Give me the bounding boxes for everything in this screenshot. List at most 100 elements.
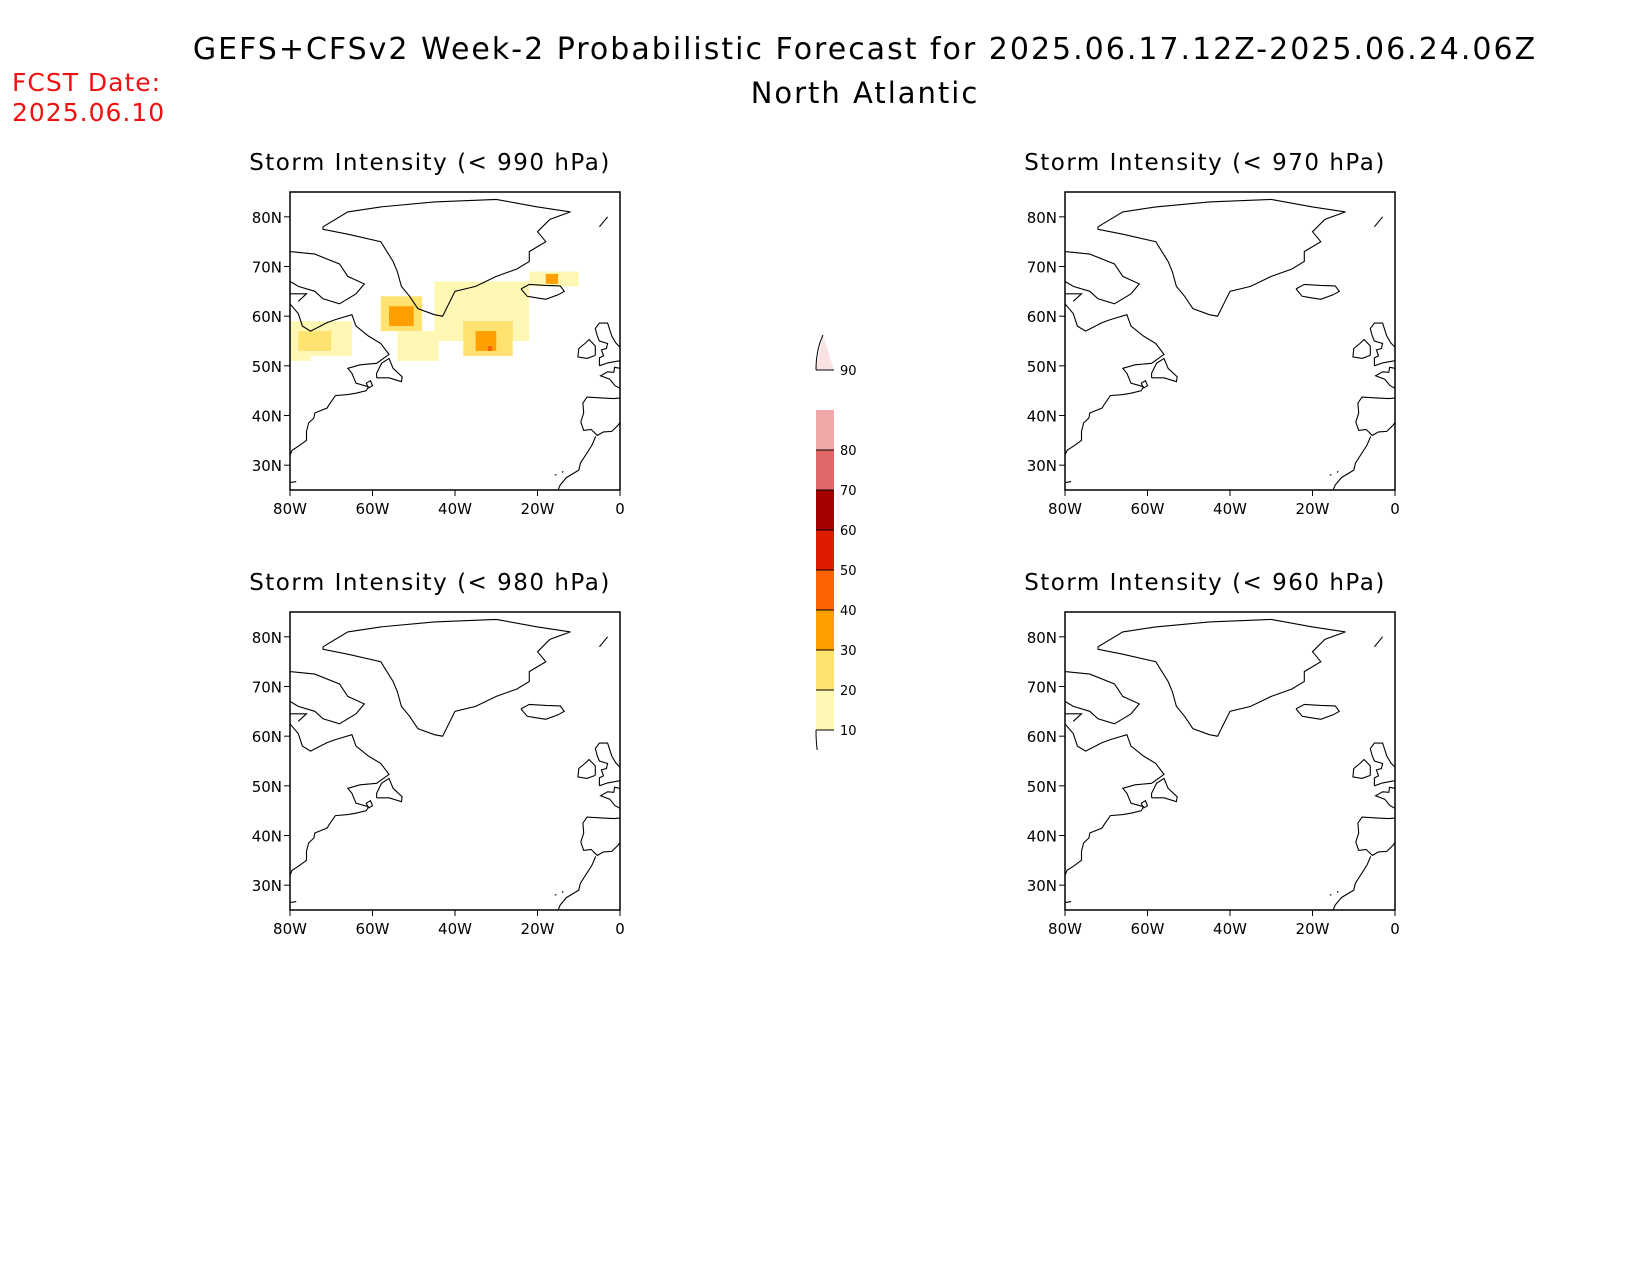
coastline bbox=[1369, 742, 1395, 787]
x-tick-label: 40W bbox=[438, 920, 472, 938]
x-tick-label: 0 bbox=[615, 920, 625, 938]
y-tick-label: 50N bbox=[1027, 778, 1057, 796]
coastline bbox=[365, 379, 374, 389]
coastline bbox=[577, 338, 596, 359]
coastline bbox=[1140, 799, 1149, 809]
coastline bbox=[1097, 198, 1346, 317]
coastline bbox=[1352, 758, 1371, 779]
map-panel-990: 80W 60W 40W 20W 0 80N 70N 60N 50N 40N 30N bbox=[252, 191, 625, 518]
coastline bbox=[1373, 636, 1384, 648]
colorbar-label: 70 bbox=[840, 484, 857, 499]
coastline bbox=[599, 786, 620, 809]
x-tick-label: 60W bbox=[356, 500, 390, 518]
coastline bbox=[580, 396, 620, 437]
x-tick-label: 20W bbox=[1296, 920, 1330, 938]
y-tick-label: 40N bbox=[252, 828, 282, 846]
coastline bbox=[520, 703, 566, 720]
map-content bbox=[290, 198, 620, 490]
coastline bbox=[561, 470, 564, 473]
fcst-date: 2025.06.10 bbox=[12, 98, 166, 127]
colorbar-swatch bbox=[816, 490, 834, 530]
x-tick-label: 80W bbox=[273, 920, 307, 938]
map-p970: 80W 60W 40W 20W 0 80N 70N 60N 50N 40N 30N bbox=[1027, 191, 1400, 518]
colorbar-high-edge bbox=[815, 335, 824, 371]
coastline bbox=[376, 777, 403, 803]
coastline bbox=[594, 742, 620, 787]
coastline bbox=[1336, 890, 1339, 893]
map-frame bbox=[289, 611, 621, 911]
map-frame bbox=[1064, 611, 1396, 911]
panel-title-960: Storm Intensity (< 960 hPa) bbox=[1024, 570, 1386, 596]
probability-cell bbox=[397, 331, 439, 361]
y-tick-label: 50N bbox=[252, 778, 282, 796]
x-tick-label: 80W bbox=[273, 500, 307, 518]
colorbar-label: 60 bbox=[840, 524, 857, 539]
probability-cell bbox=[475, 331, 497, 351]
coastline bbox=[1329, 894, 1332, 896]
coastline bbox=[1336, 470, 1339, 473]
page-title: GEFS+CFSv2 Week-2 Probabilistic Forecast… bbox=[192, 32, 1538, 67]
x-tick-label: 20W bbox=[521, 500, 555, 518]
x-tick-label: 60W bbox=[1131, 920, 1165, 938]
coastline bbox=[322, 198, 571, 317]
y-tick-label: 80N bbox=[1027, 629, 1057, 647]
coastline bbox=[322, 618, 571, 737]
y-tick-label: 80N bbox=[252, 629, 282, 647]
coastline bbox=[1065, 713, 1083, 722]
map-content bbox=[290, 618, 620, 910]
map-panel-980: 80W 60W 40W 20W 0 80N 70N 60N 50N 40N 30N bbox=[252, 611, 625, 938]
y-tick-label: 30N bbox=[1027, 877, 1057, 895]
y-tick-label: 50N bbox=[1027, 358, 1057, 376]
coastline bbox=[1374, 366, 1395, 389]
colorbar-swatch bbox=[816, 450, 834, 490]
coastline bbox=[1140, 379, 1149, 389]
x-tick-label: 40W bbox=[438, 500, 472, 518]
coastline bbox=[290, 303, 390, 456]
map-content bbox=[1065, 198, 1395, 490]
coastline bbox=[1355, 396, 1395, 437]
coastline bbox=[580, 816, 620, 857]
y-tick-label: 50N bbox=[252, 358, 282, 376]
colorbar-legend: 10 20 30 40 50 60 70 80 90 bbox=[815, 335, 857, 750]
coastline bbox=[1295, 703, 1341, 720]
coastline bbox=[1065, 481, 1072, 484]
coastline bbox=[1369, 322, 1395, 367]
y-tick-label: 60N bbox=[252, 728, 282, 746]
y-tick-label: 70N bbox=[252, 679, 282, 697]
y-tick-label: 70N bbox=[252, 259, 282, 277]
probability-cell bbox=[488, 345, 493, 351]
y-tick-label: 60N bbox=[1027, 308, 1057, 326]
coastline bbox=[1332, 436, 1372, 490]
coastline bbox=[520, 283, 566, 300]
colorbar-swatch bbox=[816, 610, 834, 650]
colorbar-label: 10 bbox=[840, 724, 857, 739]
colorbar-high-triangle bbox=[816, 335, 834, 370]
colorbar-swatch bbox=[816, 530, 834, 570]
coastline bbox=[598, 216, 609, 228]
coastline bbox=[1151, 777, 1178, 803]
map-p980: 80W 60W 40W 20W 0 80N 70N 60N 50N 40N 30N bbox=[252, 611, 625, 938]
coastline bbox=[290, 481, 297, 484]
coastline bbox=[1352, 338, 1371, 359]
probability-cell bbox=[545, 273, 559, 284]
colorbar-label: 40 bbox=[840, 604, 857, 619]
coastline bbox=[1097, 618, 1346, 737]
coastline bbox=[554, 894, 557, 896]
coastline bbox=[577, 758, 596, 779]
fcst-label: FCST Date: bbox=[12, 68, 162, 97]
coastline bbox=[1329, 474, 1332, 476]
coastline bbox=[1355, 816, 1395, 857]
coastline bbox=[598, 636, 609, 648]
colorbar-low-edge bbox=[815, 729, 818, 750]
y-tick-label: 60N bbox=[1027, 728, 1057, 746]
coastline bbox=[1295, 283, 1341, 300]
panel-title-990: Storm Intensity (< 990 hPa) bbox=[249, 150, 611, 176]
y-tick-label: 80N bbox=[252, 209, 282, 227]
coastline bbox=[1065, 901, 1072, 904]
coastline bbox=[557, 436, 597, 490]
region-subtitle: North Atlantic bbox=[750, 76, 980, 110]
colorbar-label: 90 bbox=[840, 364, 857, 379]
coastline bbox=[554, 474, 557, 476]
colorbar-swatch bbox=[816, 570, 834, 610]
colorbar-label: 30 bbox=[840, 644, 857, 659]
